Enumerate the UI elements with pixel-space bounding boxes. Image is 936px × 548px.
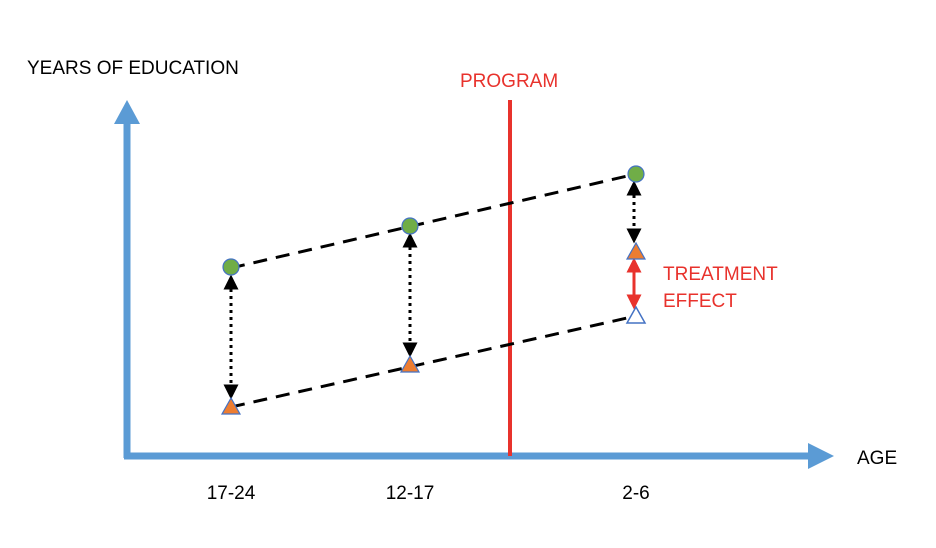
lower-dashed-line (230, 314, 637, 409)
green-circle-marker (401, 217, 419, 235)
green-circle-marker (627, 165, 645, 183)
treatment-effect-label-line1: TREATMENT (663, 264, 778, 285)
x-axis-arrowhead (808, 443, 834, 469)
x-category-label: 2-6 (622, 483, 649, 504)
upper-dashed-line (230, 172, 637, 270)
orange-triangle-marker (220, 396, 242, 415)
orange-triangle-marker (625, 241, 647, 260)
y-axis-label: YEARS OF EDUCATION (27, 58, 239, 79)
x-category-label: 17-24 (207, 483, 256, 504)
treatment-effect-label-line2: EFFECT (663, 291, 737, 312)
x-axis-label: AGE (857, 448, 897, 469)
green-circle-marker (222, 258, 240, 276)
y-axis-arrowhead (114, 100, 140, 124)
x-category-label: 12-17 (386, 483, 435, 504)
orange-triangle-marker (399, 354, 421, 373)
program-label: PROGRAM (460, 71, 558, 92)
hollow-triangle-marker (625, 305, 647, 324)
